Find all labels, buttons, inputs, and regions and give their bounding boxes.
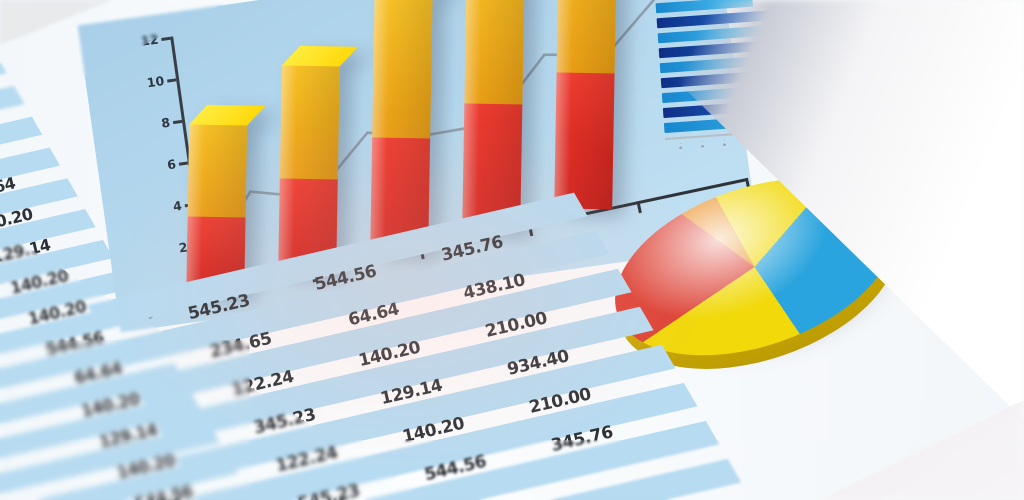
bar-front-face <box>462 0 525 231</box>
bar-yellow-segment <box>187 124 248 218</box>
bar-front-face <box>370 0 433 252</box>
bar-yellow-segment <box>372 0 433 139</box>
stacked-bar <box>370 0 433 252</box>
bar-yellow-segment <box>464 0 525 105</box>
table-cell: 345.23 <box>0 491 1 500</box>
legend-swatch <box>880 186 895 198</box>
bar-yellow-segment <box>279 65 340 181</box>
bar-front-face <box>278 65 340 273</box>
legend-label: Asia <box>895 168 920 183</box>
legend-swatch <box>878 173 893 185</box>
pie-legend: America Asia Europe Australia <box>876 151 950 213</box>
stacked-bar <box>186 104 266 294</box>
bar-front-face <box>554 0 618 210</box>
legend-swatch <box>876 160 891 172</box>
stacked-bar <box>554 0 618 210</box>
stacked-bar <box>278 46 359 273</box>
bar-front-face <box>186 124 248 294</box>
legend-swatch <box>882 199 897 211</box>
blue-hbar-chart <box>654 0 896 163</box>
bar-yellow-segment <box>556 0 618 73</box>
stacked-bar <box>462 0 525 231</box>
hbar-light <box>655 0 753 14</box>
